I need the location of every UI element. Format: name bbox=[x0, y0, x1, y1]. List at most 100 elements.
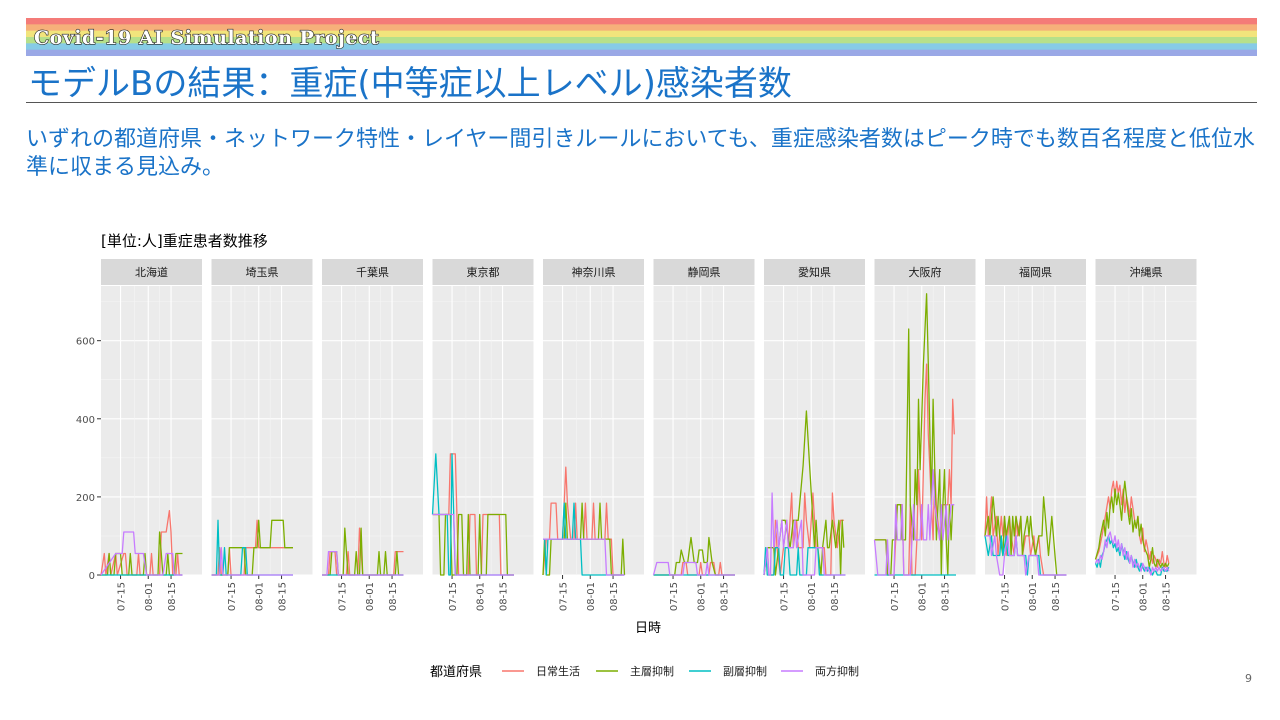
legend-item: 両方抑制 bbox=[781, 664, 859, 678]
x-tick-label: 08-01 bbox=[697, 582, 708, 611]
rainbow-stripe bbox=[26, 37, 1257, 44]
facet-strip bbox=[322, 259, 423, 285]
x-tick-label: 08-01 bbox=[476, 582, 487, 611]
facet-strip-label: 千葉県 bbox=[356, 265, 389, 279]
chart-title: [単位:人]重症患者数推移 bbox=[101, 232, 268, 250]
x-tick-label: 07-15 bbox=[780, 582, 791, 611]
legend-item: 副層抑制 bbox=[689, 664, 767, 678]
x-tick-label: 07-15 bbox=[559, 582, 570, 611]
x-tick-label: 07-15 bbox=[117, 582, 128, 611]
x-tick-label: 08-01 bbox=[255, 582, 266, 611]
x-tick-label: 07-15 bbox=[448, 582, 459, 611]
y-tick-label: 600 bbox=[76, 337, 95, 348]
panel-background bbox=[1095, 286, 1197, 575]
facet-strip-label: 静岡県 bbox=[688, 265, 721, 279]
x-tick-label: 07-15 bbox=[227, 582, 238, 611]
facet-strip bbox=[874, 259, 976, 285]
series-line bbox=[652, 561, 735, 576]
series-line bbox=[322, 550, 404, 576]
slide-title: モデルBの結果：重症(中等症以上レベル)感染者数 bbox=[28, 64, 792, 104]
y-tick-label: 400 bbox=[76, 415, 95, 426]
x-tick-label: 08-01 bbox=[365, 582, 376, 611]
x-tick-label: 08-01 bbox=[144, 582, 155, 611]
x-tick-label: 08-15 bbox=[830, 582, 841, 611]
x-tick-label: 08-01 bbox=[1028, 582, 1039, 611]
x-tick-label: 08-01 bbox=[807, 582, 818, 611]
series-line bbox=[763, 492, 846, 576]
series-line bbox=[211, 519, 293, 576]
legend: 都道府県 日常生活 主層抑制 副層抑制 両方抑制 bbox=[430, 664, 859, 680]
x-tick-label: 07-15 bbox=[669, 582, 680, 611]
legend-label: 日常生活 bbox=[536, 664, 580, 678]
series-line bbox=[985, 535, 1067, 576]
x-axis-label: 日時 bbox=[635, 621, 661, 636]
x-tick-label: 08-15 bbox=[388, 582, 399, 611]
series-line bbox=[211, 519, 293, 576]
rainbow-stripe bbox=[26, 30, 1257, 38]
panel-background bbox=[543, 286, 644, 575]
panel-background bbox=[764, 286, 865, 575]
summary-text: いずれの都道府県・ネットワーク特性・レイヤー間引きルールにおいても、重症感染者数… bbox=[26, 127, 1255, 180]
rainbow-stripe bbox=[26, 49, 1257, 56]
facet-strip bbox=[1095, 259, 1197, 285]
facet-panel: 千葉県 07-15 08-01 08-15 bbox=[322, 259, 423, 611]
series-line bbox=[542, 466, 625, 576]
facet-panel: 神奈川県 07-15 08-01 08-15 bbox=[542, 259, 644, 611]
facet-strip-label: 北海道 bbox=[135, 265, 168, 279]
x-tick-label: 08-15 bbox=[167, 582, 178, 611]
facet-strip bbox=[653, 259, 755, 285]
x-tick-label: 08-15 bbox=[609, 582, 620, 611]
y-tick-label: 0 bbox=[89, 571, 95, 582]
panel-background bbox=[653, 286, 755, 575]
facet-panel: 大阪府 07-15 08-01 08-15 bbox=[873, 259, 976, 611]
rainbow-stripe bbox=[26, 43, 1257, 51]
panel-background bbox=[322, 286, 423, 575]
rainbow-header-band bbox=[26, 18, 1257, 56]
series-line bbox=[1094, 480, 1170, 568]
x-tick-label: 08-01 bbox=[918, 582, 929, 611]
legend-label: 主層抑制 bbox=[630, 664, 674, 678]
facet-strip bbox=[985, 259, 1086, 285]
series-line bbox=[873, 468, 955, 576]
y-tick-label: 200 bbox=[76, 493, 95, 504]
x-tick-label: 08-01 bbox=[1139, 582, 1150, 611]
facet-strip-label: 神奈川県 bbox=[572, 265, 616, 279]
facet-strip-label: 沖縄県 bbox=[1130, 265, 1163, 279]
x-tick-label: 07-15 bbox=[1001, 582, 1012, 611]
legend-label: 副層抑制 bbox=[723, 664, 767, 678]
x-tick-label: 07-15 bbox=[890, 582, 901, 611]
facet-strip-label: 愛知県 bbox=[798, 265, 831, 279]
series-line bbox=[763, 492, 844, 576]
facet-strip bbox=[432, 259, 534, 285]
x-tick-label: 08-15 bbox=[720, 582, 731, 611]
legend-label: 両方抑制 bbox=[815, 664, 859, 678]
series-line bbox=[211, 547, 293, 576]
x-tick-label: 08-15 bbox=[941, 582, 952, 611]
facet-panel: 埼玉県 07-15 08-01 08-15 bbox=[211, 259, 313, 611]
facet-strip bbox=[101, 259, 202, 285]
rainbow-stripe bbox=[26, 18, 1257, 25]
x-tick-label: 08-15 bbox=[278, 582, 289, 611]
x-tick-label: 08-15 bbox=[499, 582, 510, 611]
x-tick-label: 07-15 bbox=[338, 582, 349, 611]
rainbow-stripe bbox=[26, 24, 1257, 32]
facet-panel: 沖縄県 07-15 08-01 08-15 bbox=[1094, 259, 1197, 611]
panel-background bbox=[211, 286, 313, 575]
series-line bbox=[432, 513, 514, 576]
series-line bbox=[1094, 531, 1170, 576]
facet-strip-label: 大阪府 bbox=[909, 265, 942, 279]
project-logo-text: Covid-19 AI Simulation Project bbox=[33, 26, 380, 49]
facet-panel: 福岡県 07-15 08-01 08-15 bbox=[984, 259, 1086, 611]
legend-item: 主層抑制 bbox=[596, 664, 674, 678]
facet-strip-label: 東京都 bbox=[467, 265, 500, 279]
series-line bbox=[874, 293, 954, 576]
legend-item: 日常生活 bbox=[502, 664, 580, 678]
legend-title: 都道府県 bbox=[430, 665, 482, 680]
x-tick-label: 08-15 bbox=[1162, 582, 1173, 611]
facet-strip bbox=[764, 259, 865, 285]
facet-panel: 愛知県 07-15 08-01 08-15 bbox=[763, 259, 865, 611]
series-line bbox=[543, 538, 625, 576]
x-tick-label: 08-01 bbox=[586, 582, 597, 611]
facet-strip-label: 埼玉県 bbox=[246, 265, 279, 279]
